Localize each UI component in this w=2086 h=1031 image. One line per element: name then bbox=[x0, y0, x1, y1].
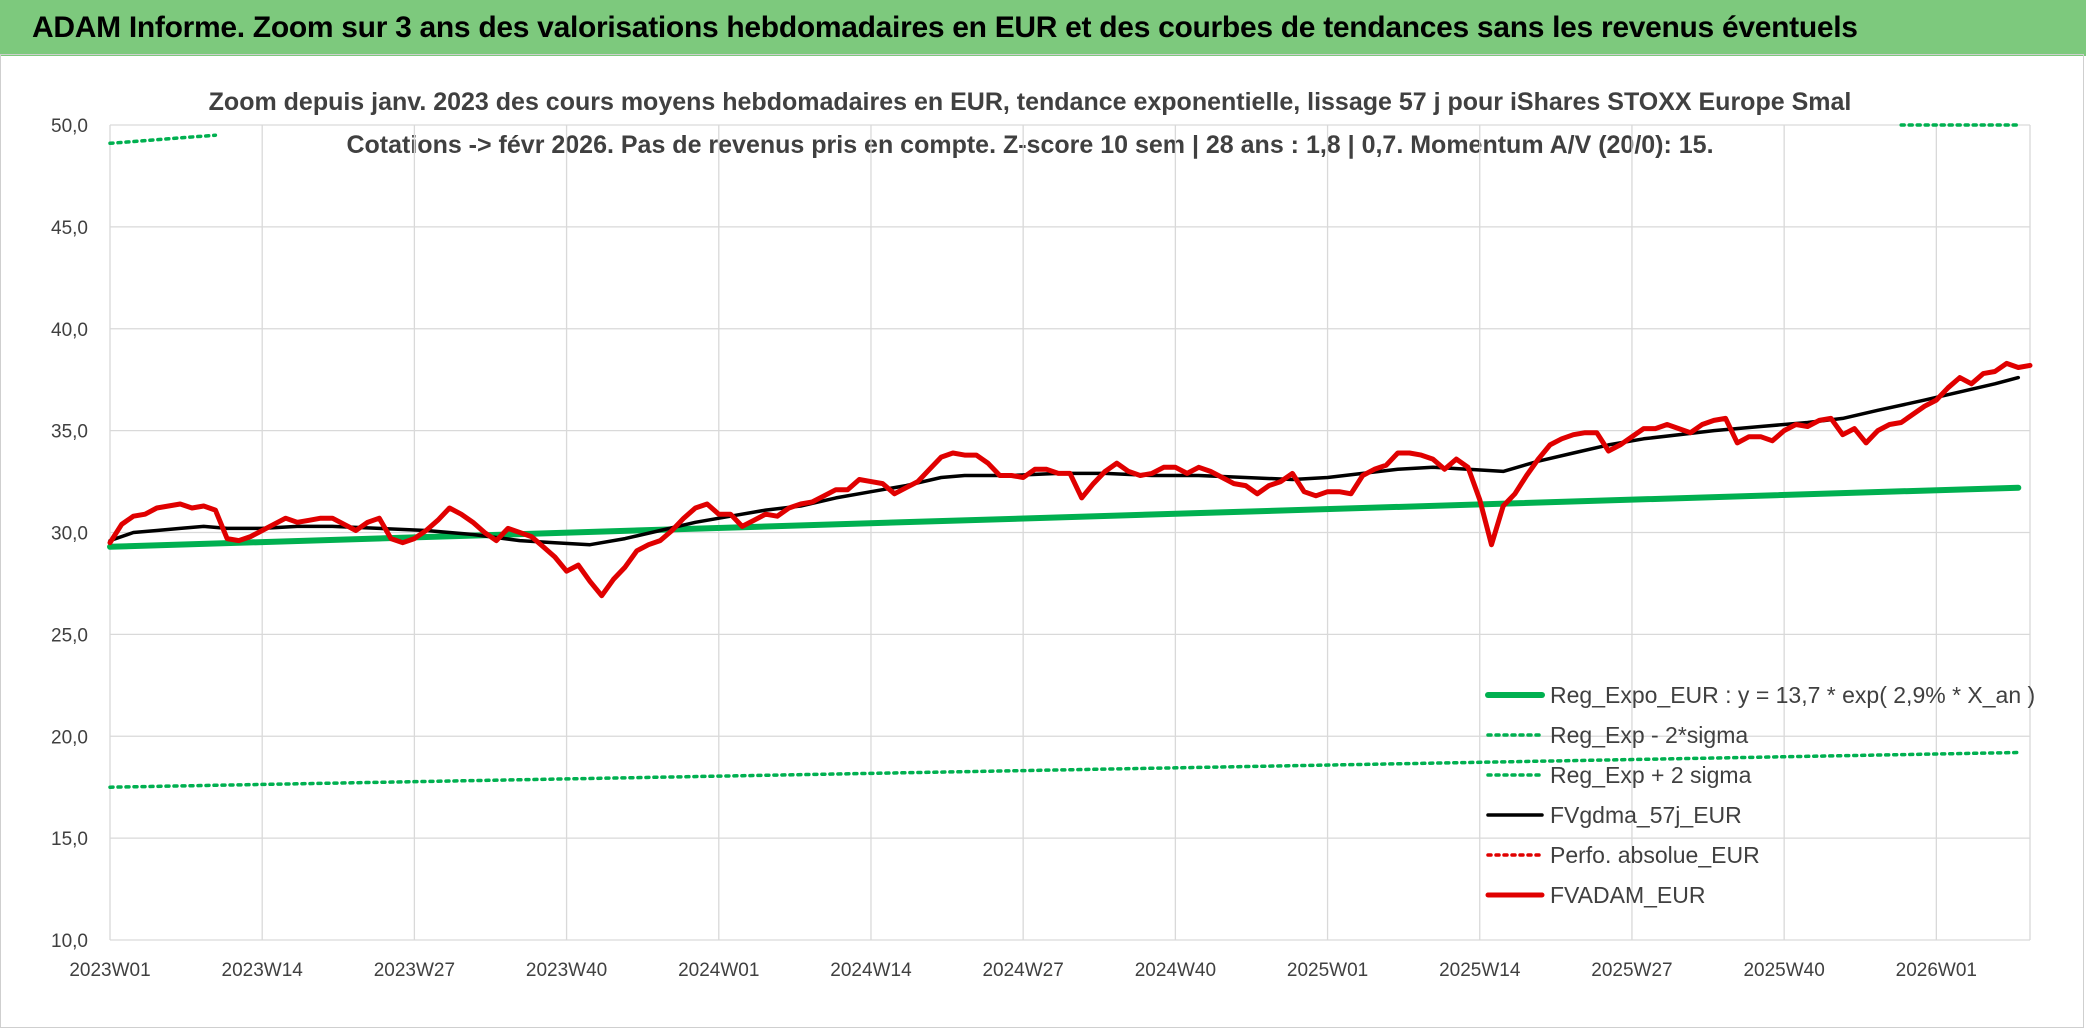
x-tick-label: 2023W14 bbox=[222, 960, 304, 981]
legend-label: FVgdma_57j_EUR bbox=[1550, 802, 1742, 828]
y-tick-label: 35,0 bbox=[51, 422, 88, 443]
legend: Reg_Expo_EUR : y = 13,7 * exp( 2,9% * X_… bbox=[1485, 682, 2035, 908]
x-tick-label: 2023W40 bbox=[526, 960, 607, 981]
report-banner: ADAM Informe. Zoom sur 3 ans des valoris… bbox=[0, 0, 2086, 56]
chart-subtitle-line-1: Zoom depuis janv. 2023 des cours moyens … bbox=[209, 88, 1852, 116]
legend-label: FVADAM_EUR bbox=[1550, 882, 1706, 908]
y-tick-label: 50,0 bbox=[51, 116, 88, 137]
series-lines bbox=[107, 123, 2033, 789]
x-tick-label: 2025W27 bbox=[1591, 960, 1672, 981]
x-tick-label: 2024W27 bbox=[982, 960, 1063, 981]
legend-label: Reg_Exp + 2 sigma bbox=[1550, 762, 1752, 788]
legend-label: Reg_Expo_EUR : y = 13,7 * exp( 2,9% * X_… bbox=[1550, 682, 2035, 708]
series-line-reg-exp-1 bbox=[108, 750, 2021, 789]
grid-lines bbox=[109, 124, 2031, 941]
series-line-reg-exp-plus-2-sigma bbox=[108, 133, 218, 146]
y-tick-label: 20,0 bbox=[51, 727, 88, 748]
axis-labels: 10,0 15,0 20,0 25,0 30,0 35,0 40,0 45,0 50,0 2023… bbox=[51, 116, 1977, 981]
y-tick-label: 45,0 bbox=[51, 218, 88, 239]
x-tick-label: 2024W01 bbox=[678, 960, 759, 981]
series-line-reg-expo-eur-0 bbox=[107, 484, 2022, 550]
x-tick-label: 2025W01 bbox=[1287, 960, 1368, 981]
x-tick-label: 2023W01 bbox=[69, 960, 150, 981]
chart-frame bbox=[0, 54, 2084, 1028]
x-tick-label: 2026W01 bbox=[1896, 960, 1977, 981]
report-title: ADAM Informe. Zoom sur 3 ans des valoris… bbox=[32, 11, 1858, 44]
legend-label: Perfo. absolue_EUR bbox=[1550, 842, 1760, 868]
series-line-fvadam-eur-5 bbox=[107, 360, 2033, 599]
x-tick-label: 2024W40 bbox=[1135, 960, 1216, 981]
x-tick-label: 2024W14 bbox=[830, 960, 912, 981]
legend-label: Reg_Exp - 2*sigma bbox=[1550, 722, 1748, 748]
x-tick-label: 2023W27 bbox=[374, 960, 455, 981]
y-tick-label: 40,0 bbox=[51, 320, 88, 341]
chart-subtitle-line-2: Cotations -> févr 2026. Pas de revenus p… bbox=[346, 131, 1713, 159]
x-tick-label: 2025W40 bbox=[1743, 960, 1824, 981]
y-tick-label: 30,0 bbox=[51, 524, 88, 545]
y-tick-label: 15,0 bbox=[51, 829, 88, 850]
y-tick-label: 25,0 bbox=[51, 625, 88, 646]
x-tick-label: 2025W14 bbox=[1439, 960, 1521, 981]
y-tick-label: 10,0 bbox=[51, 931, 88, 952]
